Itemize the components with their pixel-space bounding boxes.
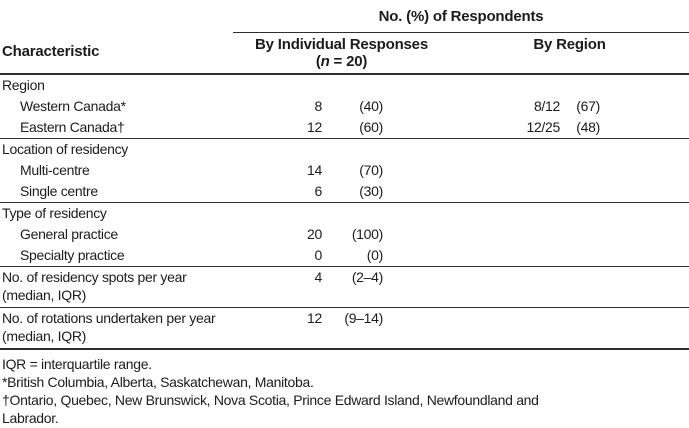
group-header: No. (%) of Respondents <box>233 0 689 33</box>
row-label: Specialty practice <box>0 245 233 267</box>
section-label: Location of residency <box>2 141 129 157</box>
cell-percent: (30) <box>322 181 383 203</box>
footnote-western: *British Columbia, Alberta, Saskatchewan… <box>2 374 314 390</box>
table-row: Western Canada* 8 (40) 8/12 (67) <box>0 96 689 117</box>
respondents-table: No. (%) of Respondents Characteristic By… <box>0 0 689 350</box>
table-row: No. of residency spots per year (median,… <box>0 266 689 308</box>
cell-percent: (60) <box>322 117 383 139</box>
cell-percent: (9–14) <box>322 307 383 350</box>
column-header-individual-n: (n = 20) <box>315 53 368 70</box>
column-header-individual-line1: By Individual Responses <box>255 36 428 53</box>
cell-count: 8 <box>314 98 323 114</box>
table-row: Multi-centre 14 (70) <box>0 160 689 181</box>
cell-count: 14 <box>307 162 322 178</box>
cell-percent: (2–4) <box>322 266 383 308</box>
cell-region-percent: (48) <box>560 117 600 139</box>
cell-count: 12 <box>233 307 322 350</box>
cell-percent: (0) <box>322 245 383 267</box>
table-row: Single centre 6 (30) <box>0 181 689 203</box>
row-label: Multi-centre <box>20 162 90 178</box>
row-label: No. of rotations undertaken per year (me… <box>0 307 233 350</box>
table-row: Eastern Canada† 12 (60) 12/25 (48) <box>0 117 689 139</box>
section-label: Type of residency <box>2 205 107 221</box>
column-header-characteristic: Characteristic <box>0 32 233 75</box>
section-row: Location of residency <box>0 139 689 161</box>
section-row: Type of residency <box>0 203 689 225</box>
footnotes: IQR = interquartile range. *British Colu… <box>0 350 689 427</box>
cell-count: 6 <box>233 181 322 203</box>
cell-count: 4 <box>233 266 322 308</box>
column-header-individual: By Individual Responses (n = 20) <box>233 32 450 75</box>
row-label: Western Canada* <box>20 98 126 114</box>
column-header-region: By Region <box>450 32 689 75</box>
footnote-iqr: IQR = interquartile range. <box>2 356 152 372</box>
cell-percent: (100) <box>351 226 383 242</box>
cell-count: 20 <box>307 226 322 242</box>
n-variable: n <box>320 53 330 70</box>
table-row: General practice 20 (100) <box>0 224 689 245</box>
group-header-row: No. (%) of Respondents <box>0 0 689 33</box>
cell-region-count: 12/25 <box>450 117 560 139</box>
column-header-row: Characteristic By Individual Responses (… <box>0 32 689 75</box>
table-row: Specialty practice 0 (0) <box>0 245 689 267</box>
section-label: Region <box>2 77 45 93</box>
footnote-eastern: †Ontario, Quebec, New Brunswick, Nova Sc… <box>2 392 539 426</box>
section-row: Region <box>0 74 689 96</box>
cell-percent: (40) <box>359 98 383 114</box>
cell-region-percent: (67) <box>576 98 600 114</box>
cell-region-count: 8/12 <box>533 98 560 114</box>
cell-percent: (70) <box>359 162 383 178</box>
row-label: Single centre <box>0 181 233 203</box>
group-header-spacer <box>0 0 233 33</box>
cell-count: 0 <box>233 245 322 267</box>
row-label: No. of residency spots per year (median,… <box>0 266 233 308</box>
row-label: Eastern Canada† <box>0 117 233 139</box>
row-label: General practice <box>20 226 118 242</box>
cell-count: 12 <box>233 117 322 139</box>
table-row: No. of rotations undertaken per year (me… <box>0 307 689 350</box>
